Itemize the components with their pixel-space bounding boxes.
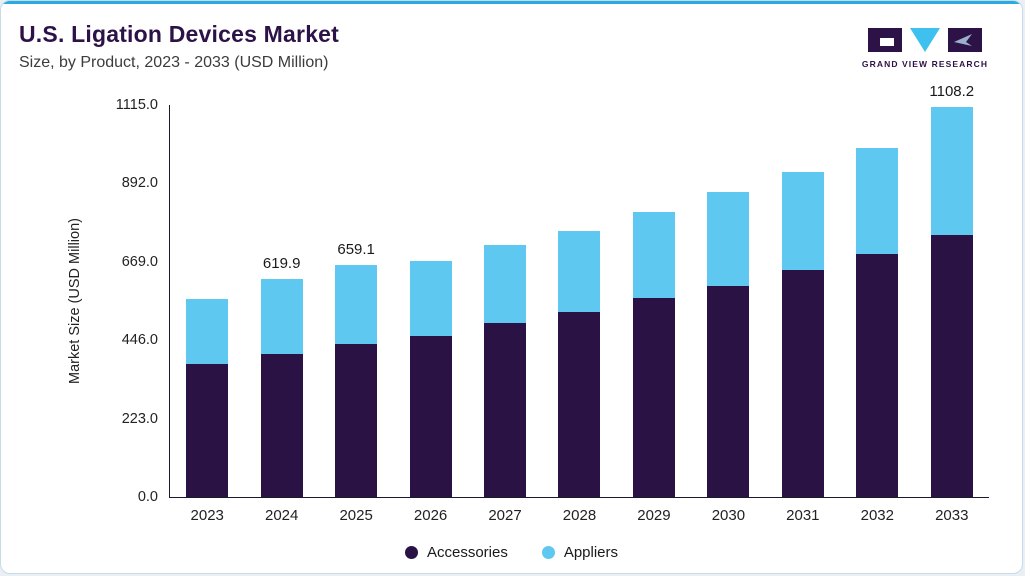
bar-column-2031: 2031: [781, 105, 824, 524]
segment-accessories-2024: [260, 353, 303, 497]
bar-column-2033: 1108.2 2033: [929, 83, 974, 524]
segment-accessories-2027: [484, 323, 527, 497]
logo-v-icon: [910, 28, 940, 52]
logo-glyphs: [854, 25, 996, 55]
x-tick-2030: 2030: [711, 507, 746, 524]
legend-item-accessories: Accessories: [404, 544, 508, 561]
segment-appliers-2026: [409, 260, 452, 336]
x-tick-2025: 2025: [339, 507, 373, 524]
segment-appliers-2023: [186, 299, 229, 365]
appliers-swatch-icon: [541, 546, 555, 559]
segment-appliers-2024: [260, 279, 303, 354]
segment-accessories-2025: [335, 344, 378, 497]
segment-appliers-2029: [632, 211, 675, 299]
segment-accessories-2030: [707, 285, 750, 497]
bar-column-2026: 2026: [409, 105, 452, 524]
y-tick-669.0: 669.0: [121, 253, 158, 270]
total-label-2024: 619.9: [262, 255, 301, 273]
bar-column-2024: 619.9 2024: [260, 105, 303, 524]
legend: Accessories Appliers: [1, 544, 1022, 561]
grand-view-research-logo: GRAND VIEW RESEARCH: [854, 25, 996, 69]
bar-column-2028: 2028: [558, 105, 601, 524]
x-tick-2033: 2033: [935, 507, 969, 524]
x-tick-2023: 2023: [190, 507, 224, 524]
logo-text: GRAND VIEW RESEARCH: [861, 59, 989, 69]
segment-accessories-2028: [558, 312, 601, 497]
x-tick-2026: 2026: [413, 507, 448, 524]
bar-column-2027: 2027: [484, 105, 527, 524]
y-tick-1115.0: 1115.0: [115, 97, 158, 113]
x-tick-2031: 2031: [786, 507, 820, 524]
x-tick-2024: 2024: [264, 507, 299, 524]
segment-appliers-2033: [930, 107, 973, 235]
legend-item-appliers: Appliers: [541, 544, 619, 561]
bar-column-2023: 2023: [186, 105, 229, 524]
page-title: U.S. Ligation Devices Market: [19, 21, 340, 47]
logo-g-icon: [868, 28, 902, 52]
segment-accessories-2031: [781, 269, 824, 497]
y-tick-223.0: 223.0: [121, 410, 158, 427]
y-tick-446.0: 446.0: [121, 332, 158, 349]
top-accent-line: [1, 1, 1022, 4]
plot-area: 1115.0 892.0 669.0 446.0 223.0 0.0 2023 619.9 20…: [116, 83, 989, 524]
x-tick-2032: 2032: [860, 507, 894, 524]
legend-label-appliers: Appliers: [563, 544, 619, 561]
segment-accessories-2026: [409, 335, 452, 497]
x-tick-2028: 2028: [562, 507, 597, 524]
legend-label-accessories: Accessories: [426, 544, 508, 561]
total-label-2025: 659.1: [337, 241, 375, 259]
bar-column-2029: 2029: [632, 105, 675, 524]
accessories-swatch-icon: [404, 546, 418, 559]
segment-accessories-2033: [930, 234, 973, 497]
page-subtitle: Size, by Product, 2023 - 2033 (USD Milli…: [19, 54, 329, 71]
y-tick-0.0: 0.0: [137, 489, 158, 505]
segment-appliers-2032: [856, 147, 899, 254]
segment-appliers-2030: [707, 191, 750, 286]
chart-header: U.S. Ligation Devices Market Size, by Pr…: [19, 21, 339, 72]
segment-accessories-2032: [856, 253, 899, 497]
bar-column-2025: 659.1 2025: [335, 105, 378, 524]
segment-appliers-2028: [558, 230, 601, 313]
segment-accessories-2023: [186, 364, 229, 497]
y-tick-892.0: 892.0: [121, 175, 158, 192]
total-label-2033: 1108.2: [929, 83, 975, 101]
y-axis-label: Market Size (USD Million): [67, 218, 83, 384]
segment-appliers-2025: [335, 265, 378, 345]
bar-column-2030: 2030: [707, 105, 750, 524]
bar-column-2032: 2032: [856, 105, 899, 524]
x-tick-2029: 2029: [637, 507, 671, 524]
segment-accessories-2029: [632, 298, 675, 497]
logo-r-icon: [948, 28, 982, 52]
x-tick-2027: 2027: [488, 507, 522, 524]
segment-appliers-2027: [484, 244, 527, 324]
segment-appliers-2031: [781, 171, 824, 270]
